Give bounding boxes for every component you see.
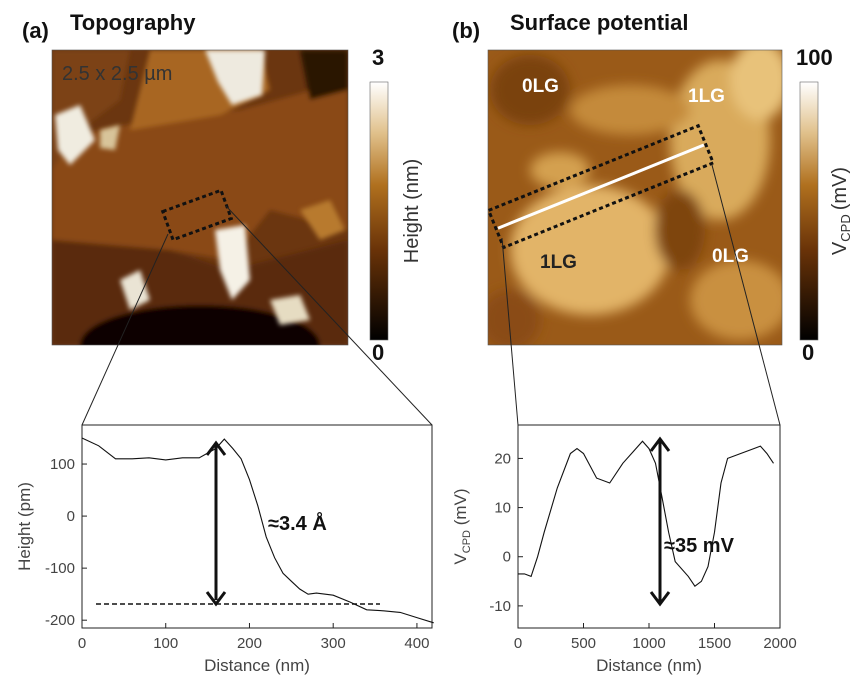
- y-axis-label: Height (pm): [15, 482, 34, 571]
- x-tick-label: 0: [514, 635, 522, 652]
- x-tick-label: 400: [404, 635, 429, 652]
- y-tick-label: 0: [67, 508, 75, 525]
- x-tick-label: 1500: [698, 635, 731, 652]
- region-label: 0LG: [712, 246, 749, 267]
- region-label: 1LG: [540, 252, 577, 273]
- region-label: 1LG: [688, 86, 725, 107]
- profile-chart: 0 500 1000 1500 2000 -10 0 10 20 Distance (nm) VCP…: [451, 424, 797, 675]
- x-tick-label: 200: [237, 635, 262, 652]
- y-tick-label: 0: [503, 549, 511, 566]
- map-frame: [51, 49, 349, 346]
- x-tick-label: 300: [321, 635, 346, 652]
- panel-title: Surface potential: [510, 10, 688, 35]
- x-axis-label: Distance (nm): [204, 656, 310, 675]
- plot-frame: [517, 424, 781, 629]
- map-frame: [487, 49, 783, 346]
- colorbar-tick-label: 100: [796, 45, 833, 70]
- colorbar-tick-label: 3: [372, 45, 384, 70]
- y-label-main: Height (pm): [15, 482, 34, 571]
- x-tick-label: 0: [78, 635, 86, 652]
- profile-line: [518, 440, 774, 587]
- potential-arrow: [649, 436, 671, 607]
- x-tick-label: 1000: [632, 635, 665, 652]
- colorbar: [799, 81, 819, 341]
- colorbar: [369, 81, 389, 341]
- zoom-line: [711, 164, 781, 426]
- zoom-line: [501, 237, 519, 426]
- scale-label: 2.5 x 2.5 µm: [62, 63, 172, 85]
- profile-chart: 0 100 200 300 400 -200 -100 0 100 Distance (nm) He…: [15, 424, 434, 675]
- x-axis-label: Distance (nm): [596, 656, 702, 675]
- y-label-main: V: [451, 553, 470, 565]
- profile-line: [81, 437, 434, 624]
- x-tick-label: 100: [153, 635, 178, 652]
- y-tick-label: 20: [494, 450, 511, 467]
- y-label-unit: (mV): [451, 488, 470, 530]
- y-tick-label: 100: [50, 456, 75, 473]
- height-arrow: [205, 440, 227, 607]
- zoom-line: [81, 233, 169, 426]
- y-tick-label: 10: [494, 500, 511, 517]
- y-tick-label: -200: [45, 612, 75, 629]
- y-label-sub: CPD: [461, 530, 473, 553]
- plot-frame: [81, 424, 433, 629]
- annotation: ≈35 mV: [664, 535, 735, 557]
- x-tick-label: 2000: [763, 635, 796, 652]
- panel-label: (b): [452, 18, 480, 43]
- topography-map: [52, 50, 348, 345]
- y-tick-label: -100: [45, 560, 75, 577]
- surface-potential-map: [488, 50, 782, 345]
- colorbar-label: VCPD(mV): [829, 167, 853, 255]
- region-label: 0LG: [522, 76, 559, 97]
- colorbar-tick-label: 0: [802, 340, 814, 365]
- y-tick-label: -10: [489, 598, 511, 615]
- selection-box: [486, 123, 716, 250]
- colorbar-tick-label: 0: [372, 340, 384, 365]
- panel-label: (a): [22, 18, 49, 43]
- zoom-line: [225, 205, 433, 426]
- colorbar-label: Height (nm): [401, 159, 423, 263]
- annotation: ≈3.4 Å: [268, 511, 327, 535]
- y-axis-label: VCPD (mV): [451, 488, 473, 564]
- panel-title: Topography: [70, 10, 196, 35]
- x-tick-label: 500: [571, 635, 596, 652]
- selection-box: [160, 188, 234, 242]
